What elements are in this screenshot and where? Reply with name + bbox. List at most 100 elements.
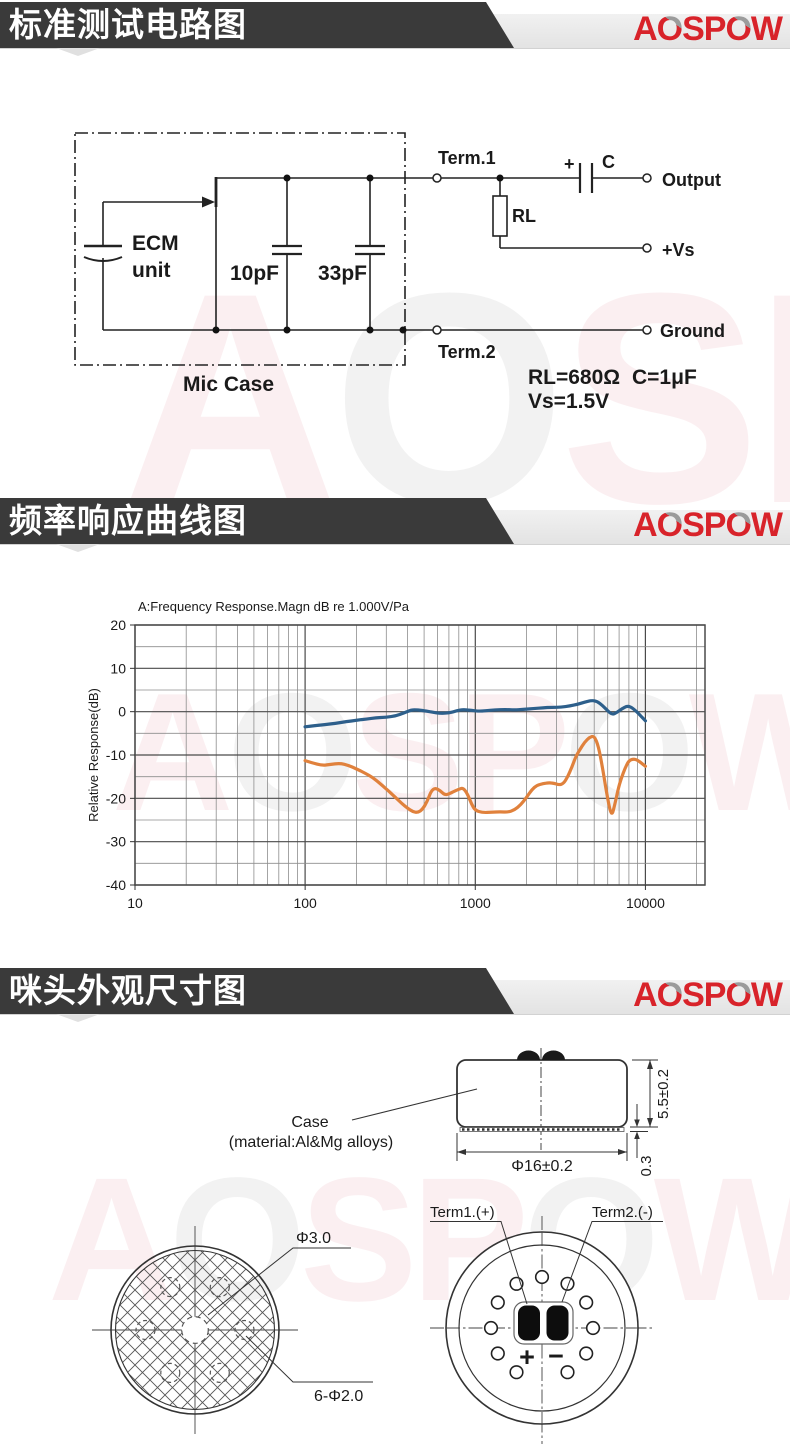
logo-letter: P xyxy=(703,976,727,1014)
cap1-label: 10pF xyxy=(230,262,279,285)
y-tick-label: -40 xyxy=(106,877,126,893)
page-fold xyxy=(56,544,100,552)
term1-label: Term.1 xyxy=(438,148,496,168)
front-outer-circle xyxy=(110,1245,280,1415)
y-axis-label: Relative Response(dB) xyxy=(86,688,101,822)
chart-grid xyxy=(134,624,705,886)
terminal-pad-positive xyxy=(518,1305,540,1341)
dim-arrow xyxy=(634,1119,640,1127)
term1-leader xyxy=(430,1221,528,1305)
dim-height-label: 5.5±0.2 xyxy=(655,1069,672,1119)
logo-letter: W xyxy=(750,506,783,544)
logo-letter: S xyxy=(682,976,705,1014)
note-c: C=1μF xyxy=(632,366,697,389)
capC-label: C xyxy=(602,152,615,172)
minus-sign: − xyxy=(548,1341,564,1371)
logo-letter-o: O xyxy=(656,506,683,544)
logo-letter-o: O xyxy=(725,10,751,48)
x-tick-label: 100 xyxy=(293,895,317,911)
dim-base-label: 0.3 xyxy=(638,1156,655,1177)
ecm-label: ECM xyxy=(132,232,179,255)
mic-case-label: Mic Case xyxy=(183,373,274,396)
logo-letter-o: O xyxy=(725,506,751,544)
capC-plates xyxy=(578,163,594,193)
cap2-plates xyxy=(355,244,385,256)
frequency-response-chart: A:Frequency Response.Magn dB re 1.000V/P… xyxy=(86,599,706,911)
test-circuit-diagram: ECM unit 10pF 33pF Mic Case Term.1 Term.… xyxy=(74,132,725,413)
note-rl: RL=680Ω xyxy=(528,366,620,389)
dim-dia-lines xyxy=(456,1133,628,1161)
dim-arrow xyxy=(457,1149,466,1155)
brand-logo: AOSPOW xyxy=(633,506,783,544)
case-side-view xyxy=(456,1059,628,1128)
output-label: Output xyxy=(662,170,721,190)
page-fold xyxy=(56,48,100,56)
rl-resistor xyxy=(492,195,508,237)
term2-pad-label: Term2.(-) xyxy=(592,1204,653,1221)
section-title-circuit: 标准测试电路图 xyxy=(0,2,514,48)
chart-curves xyxy=(303,699,647,815)
x-tick-label: 1000 xyxy=(460,895,491,911)
solder-holes xyxy=(483,1269,601,1380)
mic-case-outline xyxy=(74,132,406,366)
logo-letter: W xyxy=(750,10,783,48)
y-tick-label: -20 xyxy=(106,790,126,806)
curve-response-b xyxy=(303,734,647,815)
dim-arrow xyxy=(647,1060,653,1069)
y-tick-label: 10 xyxy=(110,660,126,676)
section-title-text: 频率响应曲线图 xyxy=(9,502,247,539)
x-tick-label: 10000 xyxy=(626,895,665,911)
ecm-label2: unit xyxy=(132,259,170,282)
dimension-drawing: 5.5±0.2 0.3 Φ16±0.2 Case (material:Al&Mg… xyxy=(92,1048,672,1444)
hole-leader xyxy=(207,1247,351,1316)
sound-holes xyxy=(135,1276,255,1384)
dim-dia-label: Φ16±0.2 xyxy=(511,1158,573,1175)
gate-arrow xyxy=(202,196,215,208)
rl-label: RL xyxy=(512,206,536,226)
logo-letter: S xyxy=(560,230,760,566)
center-hole xyxy=(181,1316,209,1344)
dim-arrow xyxy=(647,1118,653,1127)
case-top-bumps xyxy=(517,1050,565,1060)
brand-logo: AOSPOW xyxy=(633,10,783,48)
logo-letter: A xyxy=(633,10,658,48)
capC-plus-label: + xyxy=(564,154,575,174)
logo-letter: P xyxy=(703,506,727,544)
plus-sign: + xyxy=(519,1342,535,1372)
logo-letter: A xyxy=(633,976,658,1014)
logo-letter-o: O xyxy=(656,976,683,1014)
case-label: Case xyxy=(291,1114,328,1131)
logo-letter: A xyxy=(633,506,658,544)
dim-height-lines xyxy=(630,1059,658,1128)
brand-logo: AOSPOW xyxy=(633,976,783,1014)
term1-pad-label: Term1.(+) xyxy=(430,1204,495,1221)
curve-response-a xyxy=(303,699,647,729)
terminal-circles xyxy=(432,173,652,335)
holes6-leader xyxy=(245,1335,373,1383)
y-tick-label: -10 xyxy=(106,747,126,763)
logo-letter-o: O xyxy=(725,976,751,1014)
logo-letter: W xyxy=(653,1142,790,1338)
x-tick-label: 10 xyxy=(127,895,143,911)
ground-label: Ground xyxy=(660,321,725,341)
logo-letter-o: O xyxy=(227,658,358,846)
cap2-label: 33pF xyxy=(318,262,367,285)
logo-letter: S xyxy=(682,10,705,48)
dim-base-lines xyxy=(630,1104,648,1158)
section-title-text: 标准测试电路图 xyxy=(9,6,247,43)
cap1-plates xyxy=(272,244,302,256)
logo-letter: A xyxy=(112,658,233,846)
logo-letter-o: O xyxy=(564,658,695,846)
case-material-label: (material:Al&Mg alloys) xyxy=(229,1134,393,1151)
dim-holes-label: 6-Φ2.0 xyxy=(314,1388,363,1405)
chart-title: A:Frequency Response.Magn dB re 1.000V/P… xyxy=(138,599,410,614)
logo-letter: W xyxy=(750,976,783,1014)
section-title-text: 咪头外观尺寸图 xyxy=(9,972,247,1009)
terminal-pad-negative xyxy=(546,1305,569,1341)
logo-letter: P xyxy=(703,10,727,48)
note-vs: Vs=1.5V xyxy=(528,390,609,413)
back-view: + − Term1.(+) Term2.(-) xyxy=(430,1204,663,1444)
vs-label: +Vs xyxy=(662,240,695,260)
term2-label: Term.2 xyxy=(438,342,496,362)
